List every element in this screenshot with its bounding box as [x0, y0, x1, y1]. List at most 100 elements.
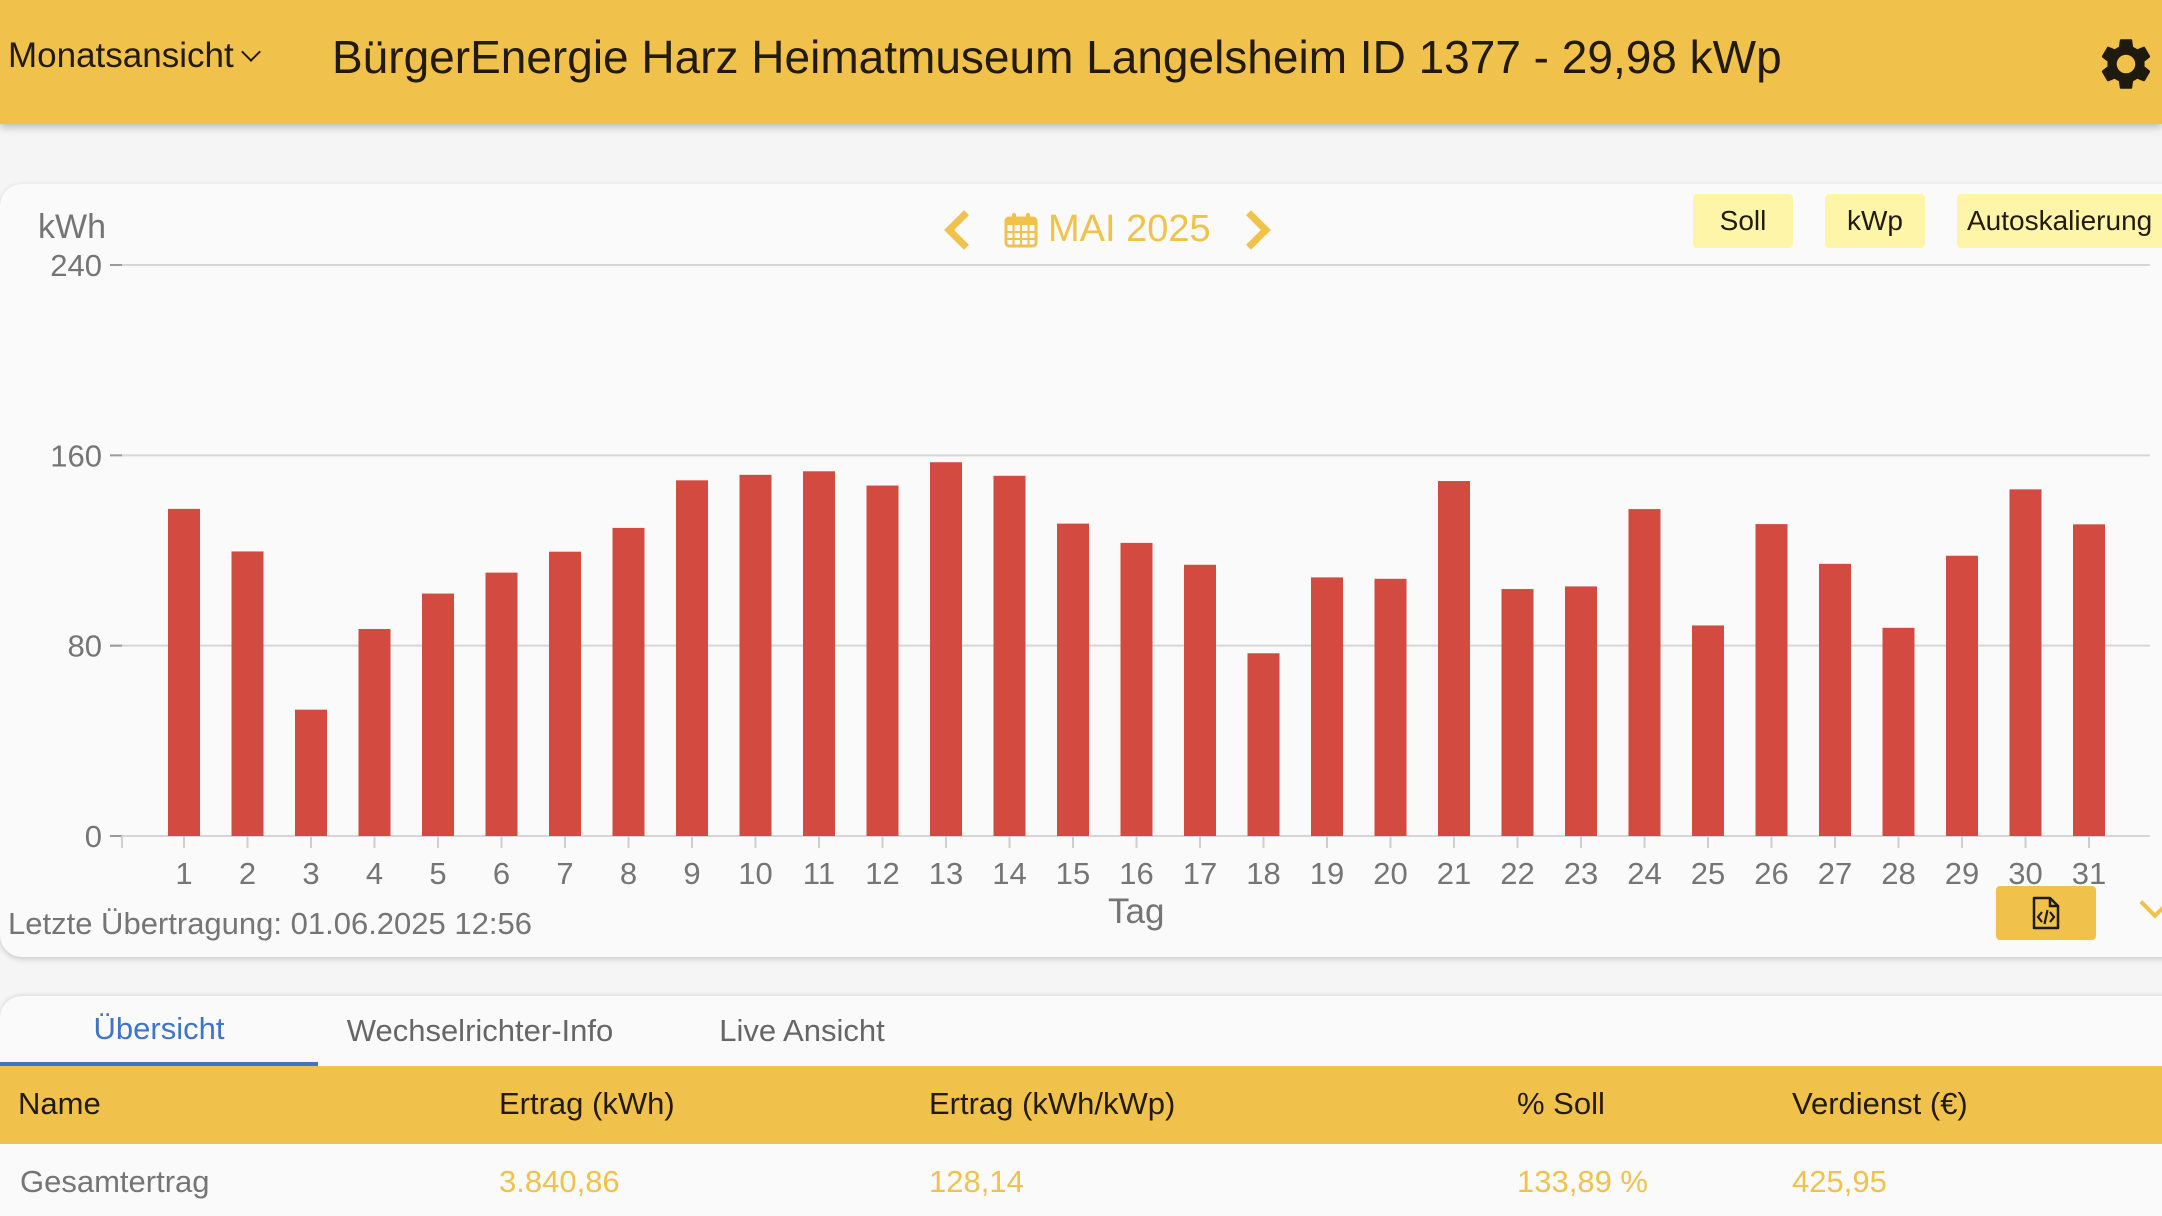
- bar-day-18[interactable]: [1247, 653, 1280, 836]
- bar-day-17[interactable]: [1184, 564, 1216, 836]
- svg-text:11: 11: [803, 856, 835, 891]
- svg-text:4: 4: [366, 856, 383, 891]
- svg-text:1: 1: [175, 856, 192, 891]
- row-ertrag-kwh: 3.840,86: [499, 1164, 620, 1199]
- svg-text:2: 2: [239, 856, 256, 891]
- x-axis-title: Tag: [1108, 892, 1165, 931]
- svg-text:160: 160: [50, 438, 102, 473]
- svg-text:19: 19: [1310, 856, 1344, 891]
- svg-text:9: 9: [683, 856, 700, 891]
- bar-day-20[interactable]: [1374, 578, 1407, 836]
- tab-uebersicht[interactable]: Übersicht: [0, 996, 318, 1066]
- bar-day-21[interactable]: [1438, 481, 1470, 836]
- y-axis-unit: kWh: [38, 208, 106, 246]
- svg-text:240: 240: [50, 248, 102, 283]
- view-mode-label: Monatsansicht: [8, 36, 234, 75]
- bar-day-6[interactable]: [485, 572, 518, 836]
- row-soll-percent: 133,89 %: [1517, 1164, 1648, 1199]
- bar-day-26[interactable]: [1755, 524, 1788, 836]
- bar-day-3[interactable]: [295, 709, 327, 836]
- svg-text:22: 22: [1500, 856, 1534, 891]
- svg-text:30: 30: [2008, 856, 2042, 891]
- svg-text:8: 8: [620, 856, 637, 891]
- chevron-down-icon: [240, 42, 261, 62]
- bar-day-4[interactable]: [358, 629, 391, 836]
- chart-card: kWh MAI 2025 Soll kWp Autoskalierung 0 80…: [0, 184, 2162, 957]
- month-label: MAI 2025: [1048, 208, 1211, 250]
- bar-day-7[interactable]: [549, 551, 581, 836]
- bar-day-24[interactable]: [1628, 509, 1661, 836]
- tab-wechselrichter-info[interactable]: Wechselrichter-Info: [346, 1013, 614, 1048]
- bar-day-15[interactable]: [1057, 523, 1089, 836]
- svg-text:5: 5: [429, 856, 446, 891]
- svg-text:20: 20: [1373, 856, 1407, 891]
- bar-day-19[interactable]: [1311, 577, 1343, 836]
- svg-text:13: 13: [929, 856, 963, 891]
- bar-day-9[interactable]: [676, 480, 708, 836]
- svg-text:3: 3: [302, 856, 319, 891]
- svg-text:18: 18: [1246, 856, 1280, 891]
- month-picker[interactable]: MAI 2025: [1004, 208, 1211, 251]
- svg-text:6: 6: [493, 856, 510, 891]
- bar-day-27[interactable]: [1819, 563, 1851, 836]
- bar-day-23[interactable]: [1565, 586, 1597, 836]
- gear-icon[interactable]: [2095, 33, 2157, 95]
- bar-day-30[interactable]: [2009, 489, 2042, 836]
- bar-day-16[interactable]: [1120, 542, 1153, 836]
- top-app-bar: Monatsansicht BürgerEnergie Harz Heimatm…: [0, 0, 2162, 124]
- code-file-icon: [2032, 896, 2060, 930]
- bar-day-8[interactable]: [612, 527, 645, 836]
- bar-day-31[interactable]: [2073, 524, 2105, 836]
- column-header-name[interactable]: Name: [18, 1086, 101, 1121]
- svg-text:21: 21: [1437, 856, 1471, 891]
- svg-text:17: 17: [1183, 856, 1217, 891]
- svg-text:27: 27: [1818, 856, 1852, 891]
- last-transmission-text: Letzte Übertragung: 01.06.2025 12:56: [8, 906, 532, 941]
- bar-day-14[interactable]: [993, 475, 1026, 836]
- tab-live-ansicht[interactable]: Live Ansicht: [719, 1013, 885, 1048]
- calendar-icon: [1004, 212, 1038, 247]
- row-ertrag-kwh-kwp: 128,14: [929, 1164, 1024, 1199]
- svg-text:24: 24: [1627, 856, 1661, 891]
- bar-day-1[interactable]: [168, 508, 200, 836]
- view-mode-dropdown[interactable]: Monatsansicht: [8, 36, 261, 76]
- bar-day-28[interactable]: [1882, 627, 1915, 836]
- kwp-toggle-button[interactable]: kWp: [1825, 194, 1925, 248]
- soll-toggle-button[interactable]: Soll: [1693, 194, 1793, 248]
- svg-text:14: 14: [992, 856, 1026, 891]
- bar-day-2[interactable]: [231, 551, 264, 836]
- row-verdienst: 425,95: [1792, 1164, 1887, 1199]
- export-button[interactable]: [1996, 886, 2096, 940]
- svg-text:31: 31: [2072, 856, 2106, 891]
- bar-day-29[interactable]: [1946, 555, 1978, 836]
- bar-day-22[interactable]: [1501, 589, 1534, 836]
- svg-text:16: 16: [1119, 856, 1153, 891]
- month-navigation: MAI 2025: [944, 208, 1271, 251]
- table-header: Name Ertrag (kWh) Ertrag (kWh/kWp) % Sol…: [0, 1066, 2162, 1144]
- svg-text:26: 26: [1754, 856, 1788, 891]
- row-name: Gesamtertrag: [20, 1164, 210, 1199]
- bar-day-11[interactable]: [803, 471, 835, 836]
- svg-text:29: 29: [1945, 856, 1979, 891]
- bar-day-10[interactable]: [739, 474, 772, 836]
- svg-text:12: 12: [865, 856, 899, 891]
- svg-text:10: 10: [738, 856, 772, 891]
- bar-day-13[interactable]: [930, 462, 962, 836]
- bar-day-25[interactable]: [1692, 625, 1724, 836]
- column-header-verdienst[interactable]: Verdienst (€): [1792, 1086, 1968, 1121]
- svg-text:25: 25: [1691, 856, 1725, 891]
- column-header-ertrag-kwh-kwp[interactable]: Ertrag (kWh/kWp): [929, 1086, 1176, 1121]
- svg-text:80: 80: [68, 629, 102, 664]
- svg-text:15: 15: [1056, 856, 1090, 891]
- column-header-ertrag-kwh[interactable]: Ertrag (kWh): [499, 1086, 675, 1121]
- svg-text:0: 0: [85, 819, 102, 854]
- bar-day-5[interactable]: [422, 593, 454, 836]
- autoscale-toggle-button[interactable]: Autoskalierung: [1957, 194, 2162, 248]
- svg-text:7: 7: [556, 856, 573, 891]
- column-header-soll[interactable]: % Soll: [1517, 1086, 1605, 1121]
- bar-day-12[interactable]: [866, 485, 899, 836]
- page-title: BürgerEnergie Harz Heimatmuseum Langelsh…: [332, 31, 1782, 83]
- svg-text:23: 23: [1564, 856, 1598, 891]
- details-panel: Übersicht Wechselrichter-Info Live Ansic…: [0, 996, 2162, 1216]
